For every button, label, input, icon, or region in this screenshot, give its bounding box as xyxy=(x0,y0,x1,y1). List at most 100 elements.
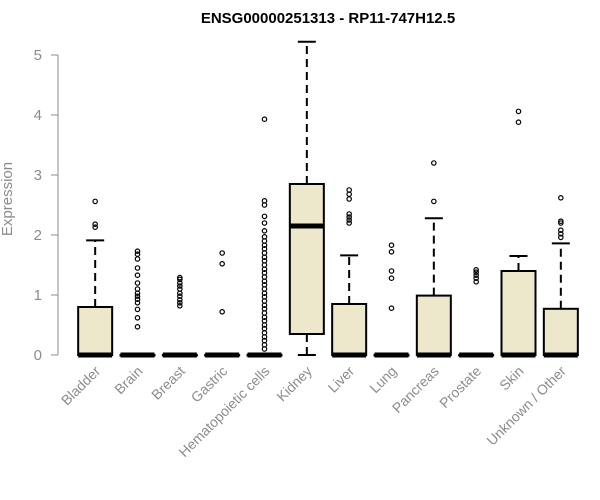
box-body xyxy=(288,183,325,335)
y-axis-label: Expression xyxy=(0,162,16,236)
x-tick-label: Skin xyxy=(496,363,527,394)
x-tick-label: Kidney xyxy=(273,363,315,405)
outlier-point xyxy=(346,211,352,217)
outlier-point xyxy=(431,198,437,205)
outlier-point xyxy=(515,119,522,126)
outlier-point xyxy=(261,281,268,288)
y-tick-label: 2 xyxy=(34,227,42,244)
outlier-point xyxy=(134,323,141,330)
outlier-point xyxy=(346,220,352,226)
box-body xyxy=(415,294,452,357)
outlier-point xyxy=(177,283,183,289)
outlier-point xyxy=(219,308,225,315)
outlier-point xyxy=(261,317,268,324)
outlier-point xyxy=(261,269,268,276)
outlier-point xyxy=(558,195,564,201)
outlier-point xyxy=(558,234,564,241)
x-tick-label: Liver xyxy=(325,363,358,396)
outlier-point xyxy=(261,213,268,220)
outlier-point xyxy=(177,274,183,281)
outlier-point xyxy=(177,280,183,286)
outlier-point xyxy=(346,217,352,223)
outlier-point xyxy=(177,299,183,306)
outlier-point xyxy=(134,293,141,300)
outlier-point xyxy=(92,198,98,205)
outlier-point xyxy=(134,251,141,258)
outlier-point xyxy=(261,234,268,240)
outlier-point xyxy=(261,305,268,312)
outlier-point xyxy=(177,276,183,283)
box-hematopoietic-cells xyxy=(246,116,283,358)
outlier-point xyxy=(134,306,141,313)
outlier-point xyxy=(473,272,479,279)
outlier-point xyxy=(346,196,352,202)
outlier-point xyxy=(261,220,268,226)
outlier-point xyxy=(92,224,98,231)
outlier-point xyxy=(558,231,564,237)
outlier-point xyxy=(473,278,479,285)
y-tick-label: 0 xyxy=(34,347,42,364)
outlier-point xyxy=(261,246,268,252)
x-tick-label: Brain xyxy=(111,363,145,397)
outlier-point xyxy=(261,325,268,332)
outlier-point xyxy=(388,242,395,249)
outlier-point xyxy=(558,220,564,226)
outlier-point xyxy=(346,187,352,193)
outlier-point xyxy=(134,265,141,271)
outlier-point xyxy=(473,266,479,273)
box-unknown-other xyxy=(542,195,579,358)
outlier-point xyxy=(219,250,225,256)
outlier-point xyxy=(261,337,268,344)
box-body xyxy=(331,303,368,356)
outlier-point xyxy=(388,249,395,255)
x-tick-label: Prostate xyxy=(436,363,484,411)
outlier-point xyxy=(261,228,268,234)
outlier-point xyxy=(134,286,141,292)
outlier-point xyxy=(177,302,183,309)
outlier-point xyxy=(558,218,564,225)
outlier-point xyxy=(134,314,141,321)
box-prostate xyxy=(458,266,495,358)
outlier-point xyxy=(134,299,141,306)
outlier-point xyxy=(261,257,268,264)
box-pancreas xyxy=(415,160,452,358)
box-breast xyxy=(161,274,198,358)
box-kidney xyxy=(288,40,325,356)
box-liver xyxy=(331,187,368,358)
outlier-point xyxy=(388,275,395,282)
y-axis: 0 1 2 3 4 5 xyxy=(34,47,59,364)
y-tick-label: 1 xyxy=(34,287,42,304)
box-brain xyxy=(119,248,156,358)
x-tick-label: Lung xyxy=(366,363,399,396)
x-tick-label: Unknown / Other xyxy=(483,363,569,449)
box-gastric xyxy=(204,250,241,358)
outlier-point xyxy=(515,108,522,115)
y-tick-label: 3 xyxy=(34,167,42,184)
box-body xyxy=(500,270,537,356)
box-body xyxy=(542,307,579,356)
outlier-point xyxy=(134,256,141,262)
y-tick-label: 4 xyxy=(34,107,42,124)
outlier-point xyxy=(558,227,564,234)
outlier-point xyxy=(219,260,225,267)
outlier-point xyxy=(431,160,437,166)
outlier-point xyxy=(92,221,98,228)
x-tick-label: Pancreas xyxy=(389,363,442,416)
box-bladder xyxy=(77,198,114,358)
outlier-point xyxy=(473,269,479,276)
x-tick-label: Bladder xyxy=(58,363,104,409)
outlier-point xyxy=(261,116,268,123)
outlier-point xyxy=(261,198,268,204)
outlier-point xyxy=(177,286,183,292)
outlier-point xyxy=(134,280,141,286)
box-skin xyxy=(500,108,537,358)
outlier-point xyxy=(134,272,141,279)
chart-title: ENSG00000251313 - RP11-747H12.5 xyxy=(201,10,455,27)
outlier-point xyxy=(388,268,395,274)
y-tick-label: 5 xyxy=(34,47,42,64)
outlier-point xyxy=(473,275,479,282)
outlier-point xyxy=(346,214,352,220)
outlier-point xyxy=(134,296,141,303)
